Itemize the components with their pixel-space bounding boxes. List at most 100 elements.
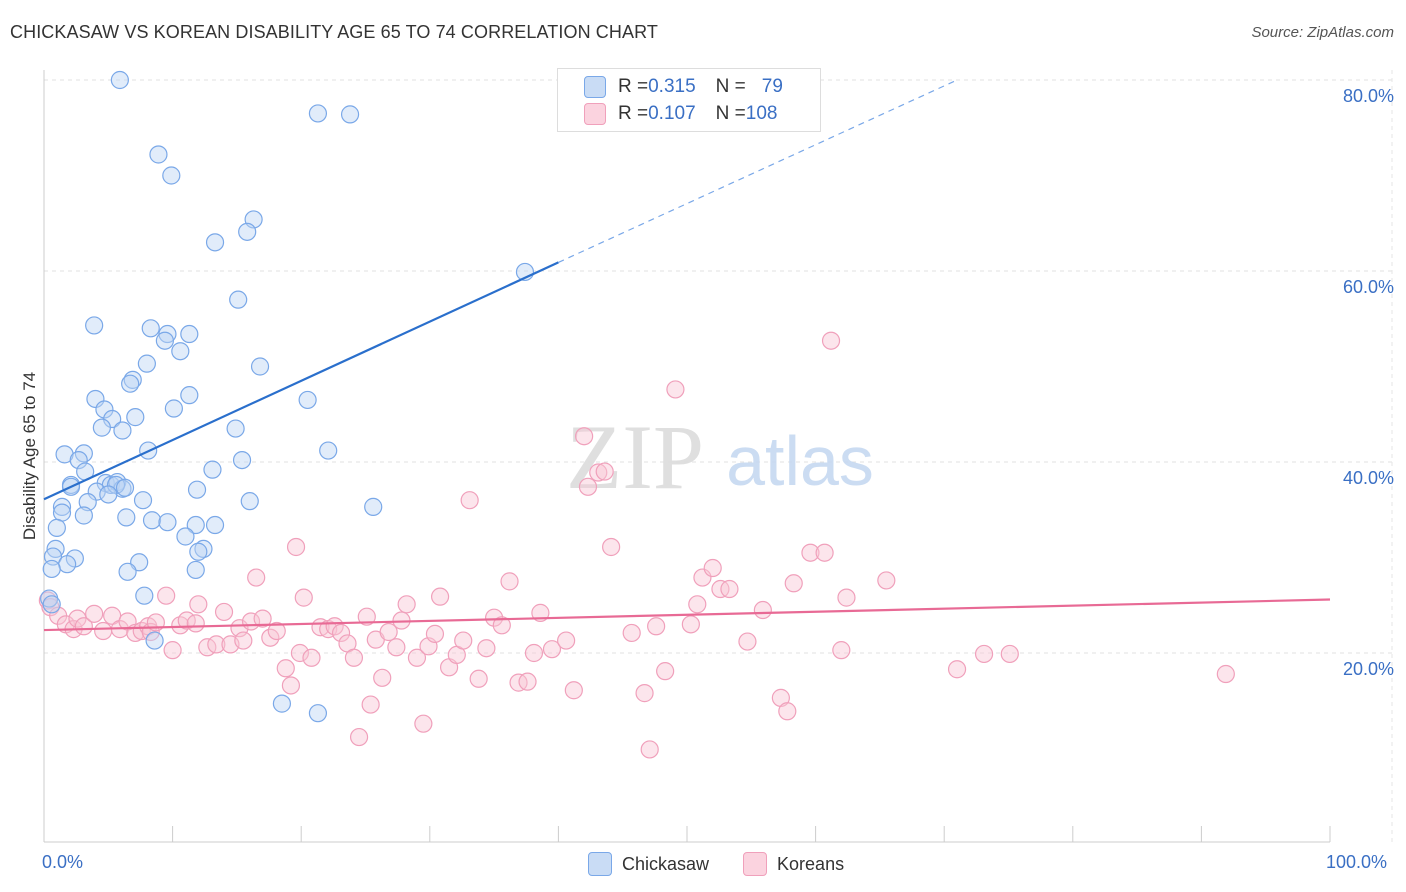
chickasaw-point xyxy=(171,342,190,361)
y-tick-20: 20.0% xyxy=(1342,659,1394,679)
chickasaw-point xyxy=(69,450,88,470)
korean-point xyxy=(784,574,803,593)
chickasaw-point xyxy=(229,290,248,309)
chickasaw-point xyxy=(298,390,317,410)
korean-point xyxy=(68,609,87,628)
korean-point xyxy=(469,669,488,688)
chickasaw-point xyxy=(250,357,270,376)
chickasaw-point xyxy=(117,508,136,527)
korean-point xyxy=(589,463,608,482)
watermark: ZIP atlas xyxy=(566,406,874,508)
korean-point xyxy=(253,609,272,628)
koreans-legend-swatch xyxy=(743,852,768,876)
chickasaw-point xyxy=(180,324,199,344)
korean-point xyxy=(349,727,369,747)
korean-point xyxy=(688,595,707,614)
chickasaw-point xyxy=(162,166,181,185)
korean-point xyxy=(361,695,380,714)
legend-item-chickasaw[interactable]: Chickasaw xyxy=(588,852,709,876)
chickasaw-point xyxy=(135,586,154,605)
korean-point xyxy=(492,616,511,635)
y-tick-60: 60.0% xyxy=(1342,277,1394,297)
chickasaw-point xyxy=(42,595,61,614)
korean-point xyxy=(681,615,700,634)
chickasaw-point xyxy=(142,511,162,530)
korean-point xyxy=(276,659,295,678)
chickasaw-point xyxy=(232,450,252,470)
chickasaw-point xyxy=(187,480,207,499)
korean-point xyxy=(460,491,479,510)
chickasaw-point xyxy=(137,354,156,373)
korean-point xyxy=(720,579,739,599)
n-label: N = xyxy=(715,76,746,97)
korean-point xyxy=(815,543,834,562)
korean-point xyxy=(877,571,896,590)
korean-point xyxy=(640,740,659,759)
n-value: 79 xyxy=(761,76,783,97)
r-label: R = xyxy=(618,103,649,124)
korean-point xyxy=(832,641,851,660)
legend-label-chickasaw: Chickasaw xyxy=(622,853,710,874)
korean-point xyxy=(500,572,519,591)
n-label: N = xyxy=(715,103,746,124)
korean-point xyxy=(974,644,994,664)
korean-point xyxy=(753,600,772,620)
chickasaw-point xyxy=(126,408,145,427)
chickasaw-legend-swatch xyxy=(588,852,612,876)
chickasaw-point xyxy=(272,694,292,713)
x-tick-min: 0.0% xyxy=(42,852,84,872)
korean-point xyxy=(344,648,364,667)
chickasaw-point xyxy=(176,527,195,546)
chickasaw-point xyxy=(240,492,259,511)
korean-point xyxy=(267,621,286,641)
chickasaw-point xyxy=(340,105,360,124)
korean-point xyxy=(186,614,205,633)
chickasaw-point xyxy=(118,562,137,581)
koreans-trend-line xyxy=(43,598,1331,632)
watermark-atlas: atlas xyxy=(726,422,874,500)
korean-point xyxy=(189,595,208,614)
korean-point xyxy=(290,643,310,663)
r-value: 0.315 xyxy=(648,76,696,97)
chickasaw-point xyxy=(74,506,93,525)
chickasaw-point xyxy=(87,482,106,501)
korean-point xyxy=(234,631,253,650)
korean-point xyxy=(207,635,226,654)
korean-point xyxy=(247,568,266,587)
korean-point xyxy=(331,623,351,643)
chickasaw-point xyxy=(194,539,213,559)
korean-point xyxy=(163,641,182,660)
chickasaw-point xyxy=(58,555,77,574)
korean-point xyxy=(578,477,598,496)
korean-point xyxy=(778,702,797,721)
chickasaw-point xyxy=(205,233,225,252)
korean-point xyxy=(373,668,392,687)
chickasaw-point xyxy=(52,503,72,522)
koreans-swatch xyxy=(584,103,606,125)
chickasaw-point xyxy=(319,441,338,460)
chickasaw-point xyxy=(99,485,118,504)
chickasaw-point xyxy=(95,400,114,419)
chickasaw-point xyxy=(164,399,183,418)
chickasaw-point xyxy=(203,460,222,479)
chickasaw-point xyxy=(86,389,105,409)
legend-item-koreans[interactable]: Koreans xyxy=(743,852,844,876)
y-tick-80: 80.0% xyxy=(1342,86,1394,106)
korean-point xyxy=(74,617,93,636)
korean-point xyxy=(635,684,654,703)
korean-point xyxy=(656,662,675,681)
korean-point xyxy=(407,648,427,667)
chickasaw-points xyxy=(40,70,535,723)
chickasaw-point xyxy=(141,319,160,338)
chickasaw-point xyxy=(85,316,104,335)
chickasaw-point xyxy=(186,515,205,535)
korean-point xyxy=(379,622,398,642)
korean-point xyxy=(94,621,113,641)
chickasaw-point xyxy=(180,386,199,405)
grid-lines xyxy=(44,70,1393,842)
chickasaw-point xyxy=(145,631,164,650)
trend-lines xyxy=(43,79,1331,632)
korean-point xyxy=(214,602,234,622)
chickasaw-point xyxy=(42,559,61,579)
